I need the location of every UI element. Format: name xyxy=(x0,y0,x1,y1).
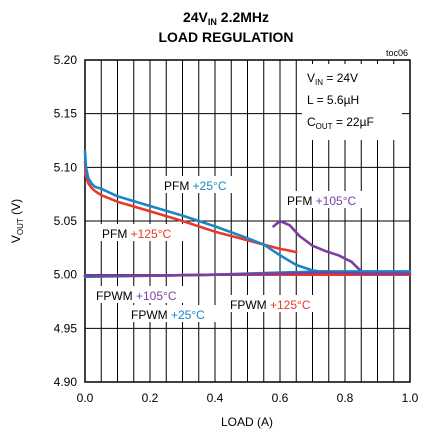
annotation-fpwm-25: FPWM +25°C xyxy=(127,305,219,322)
conditions-background xyxy=(302,64,402,140)
plot-frame xyxy=(84,59,411,383)
y-tick-label: 4.90 xyxy=(54,375,78,389)
annotation-layer: PFM +25°C PFM +105°C PFM +125°C FPWM +10… xyxy=(92,176,369,322)
y-axis-title: VOUT (V) xyxy=(9,199,25,243)
condition-inductor: L = 5.6µH xyxy=(307,93,359,107)
annotation-fpwm-125-bg xyxy=(226,295,326,312)
x-tick-label: 0.4 xyxy=(207,391,224,405)
annotation-pfm-125: PFM +125°C xyxy=(98,224,186,241)
annotation-fpwm-105: FPWM +105°C xyxy=(92,286,190,303)
x-axis-title: LOAD (A) xyxy=(221,415,273,429)
annotation-fpwm-25-text: FPWM +25°C xyxy=(131,308,205,322)
annotation-fpwm-125-text: FPWM +125°C xyxy=(230,298,311,312)
y-tick-label: 5.00 xyxy=(54,268,78,282)
x-axis-ticks: 0.0 0.2 0.4 0.6 0.8 1.0 xyxy=(77,391,419,405)
annotation-pfm-25-bg xyxy=(160,176,240,193)
conditions-box: VIN = 24V L = 5.6µH COUT = 22µF xyxy=(302,64,402,140)
x-tick-label: 0.0 xyxy=(77,391,94,405)
annotation-fpwm-105-text: FPWM +105°C xyxy=(96,289,177,303)
annotation-fpwm-125: FPWM +125°C xyxy=(226,295,326,312)
x-tick-label: 1.0 xyxy=(402,391,419,405)
annotation-pfm-25: PFM +25°C xyxy=(160,176,240,193)
annotation-pfm-105-bg xyxy=(283,191,369,208)
series-layer xyxy=(83,149,412,279)
annotation-pfm-105: PFM +105°C xyxy=(283,191,369,208)
y-tick-label: 5.05 xyxy=(54,214,78,228)
y-tick-label: 5.15 xyxy=(54,107,78,121)
annotation-pfm-125-text: PFM +125°C xyxy=(102,227,172,241)
series-line-1 xyxy=(83,149,331,273)
x-tick-label: 0.2 xyxy=(142,391,159,405)
series-line-5 xyxy=(83,271,412,278)
annotation-pfm-125-bg xyxy=(98,224,186,241)
y-axis-ticks: 4.90 4.95 5.00 5.05 5.10 5.15 5.20 xyxy=(54,53,78,389)
annotation-fpwm-105-bg xyxy=(92,286,190,303)
annotation-pfm-25-text: PFM +25°C xyxy=(164,179,227,193)
series-line-2 xyxy=(272,219,366,277)
chart-title-line1: 24VIN 2.2MHz xyxy=(183,9,269,27)
x-tick-label: 0.6 xyxy=(272,391,289,405)
condition-cout: COUT = 22µF xyxy=(307,115,374,131)
y-tick-label: 5.20 xyxy=(54,53,78,67)
series-line-0 xyxy=(83,160,298,254)
figure-tag: toc06 xyxy=(386,48,408,58)
grid-lines xyxy=(85,60,410,382)
annotation-pfm-105-text: PFM +105°C xyxy=(287,194,357,208)
chart-title-line2: LOAD REGULATION xyxy=(158,29,293,45)
x-tick-label: 0.8 xyxy=(337,391,354,405)
annotation-fpwm-25-bg xyxy=(127,305,219,322)
y-tick-label: 5.10 xyxy=(54,160,78,174)
y-tick-label: 4.95 xyxy=(54,321,78,335)
condition-vin: VIN = 24V xyxy=(307,71,358,87)
